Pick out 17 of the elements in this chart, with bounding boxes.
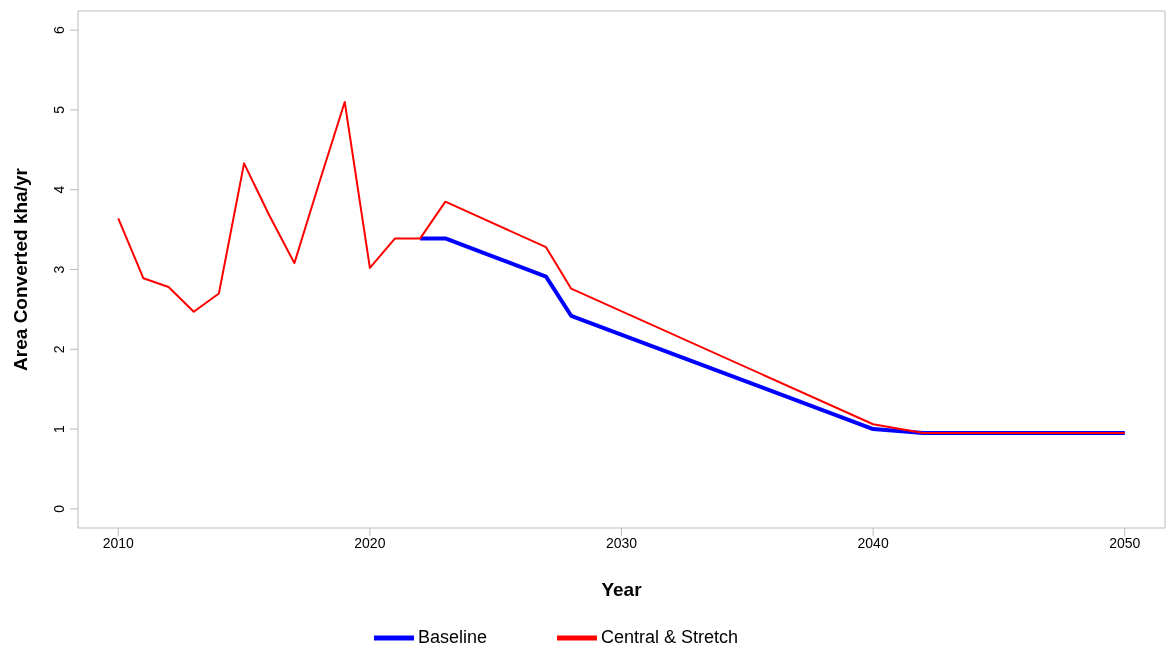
- y-axis-title: Area Converted kha/yr: [9, 167, 31, 371]
- line-series: [117, 100, 1126, 435]
- legend-label: Baseline: [417, 626, 487, 647]
- x-tick-label: 2020: [354, 534, 386, 551]
- y-tick-label: 3: [51, 265, 67, 274]
- y-tick-label: 0: [51, 504, 67, 513]
- y-tick-label: 4: [51, 185, 67, 194]
- x-tick-label: 2010: [102, 534, 135, 551]
- x-tick-label: 2040: [857, 534, 889, 551]
- legend-label: Central & Stretch: [600, 626, 739, 647]
- y-tick-label: 6: [51, 26, 67, 35]
- y-tick-label: 1: [51, 424, 67, 433]
- x-axis-title: Year: [601, 579, 643, 600]
- x-tick-label: 2030: [605, 534, 638, 551]
- y-tick-label: 2: [51, 345, 67, 354]
- x-tick-label: 2050: [1109, 534, 1141, 551]
- y-tick-label: 5: [51, 105, 67, 114]
